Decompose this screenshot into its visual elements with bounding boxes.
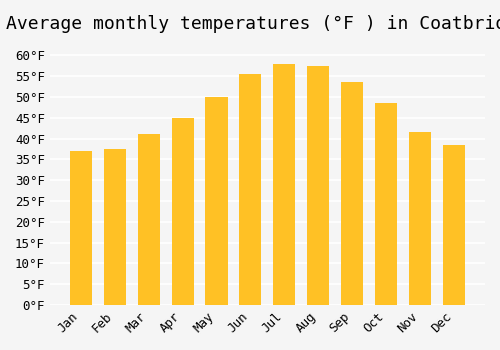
Title: Average monthly temperatures (°F ) in Coatbridge: Average monthly temperatures (°F ) in Co…: [6, 15, 500, 33]
Bar: [274, 64, 295, 305]
Bar: [104, 149, 126, 305]
Bar: [409, 132, 432, 305]
Bar: [206, 97, 228, 305]
Bar: [138, 134, 160, 305]
Bar: [172, 118, 194, 305]
Bar: [240, 74, 262, 305]
Bar: [342, 82, 363, 305]
Bar: [308, 66, 330, 305]
Bar: [70, 151, 92, 305]
Bar: [443, 145, 465, 305]
Bar: [375, 103, 398, 305]
